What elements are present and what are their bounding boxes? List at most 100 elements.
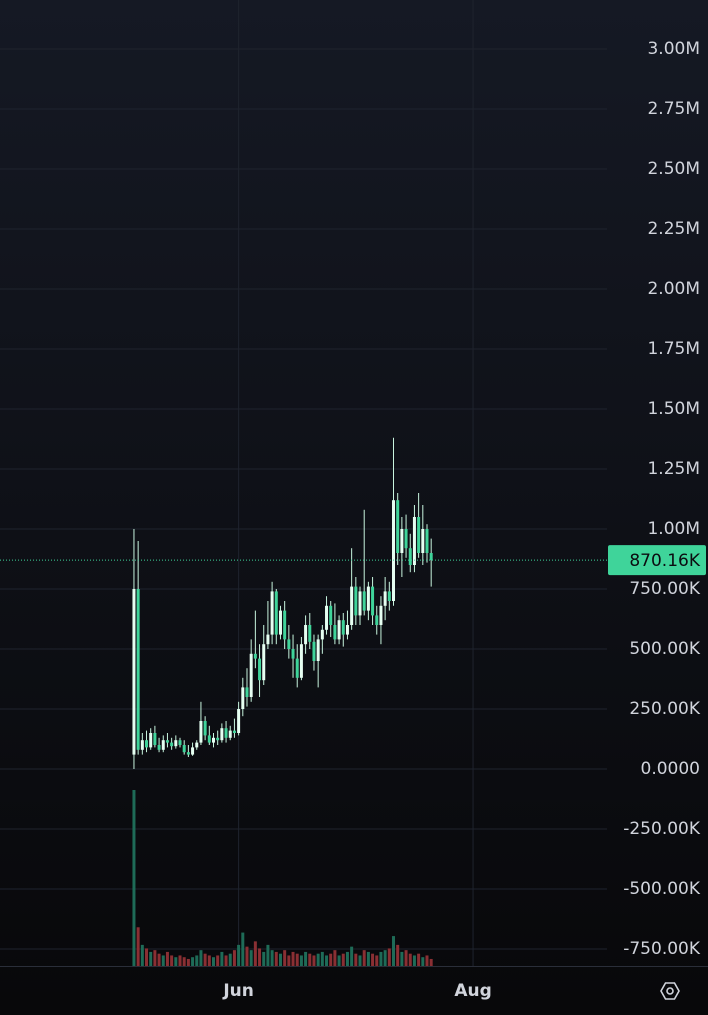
volume-bar (371, 953, 375, 966)
y-tick-label: 750.00K (629, 579, 700, 599)
volume-bar (421, 957, 425, 966)
volume-bar (337, 955, 341, 966)
volume-bar (228, 953, 232, 966)
volume-bar (287, 955, 291, 966)
candle-body (220, 728, 224, 741)
candle-body (253, 653, 257, 659)
candle-body (304, 625, 308, 645)
volume-bar (278, 953, 282, 966)
candle-body (237, 709, 241, 734)
x-tick-label: Aug (454, 981, 491, 1001)
volume-bar (329, 953, 333, 966)
last-price-label: 870.16K (629, 551, 700, 571)
volume-bar (379, 951, 383, 966)
candle-body (178, 740, 182, 746)
candle-body (396, 500, 400, 554)
candle-body (132, 589, 136, 755)
candle-body (203, 721, 207, 736)
candle-body (329, 605, 333, 626)
y-tick-label: 1.75M (647, 339, 700, 359)
volume-bar (191, 957, 195, 966)
volume-bar (358, 955, 362, 966)
volume-bar (182, 957, 186, 966)
volume-bar (274, 951, 278, 966)
candle-body (228, 730, 232, 738)
y-tick-label: 1.00M (647, 519, 700, 539)
volume-bar (174, 957, 178, 966)
candle-body (283, 610, 287, 640)
candle-body (362, 591, 366, 611)
volume-bar (211, 957, 215, 966)
volume-bar (299, 955, 303, 966)
candle-body (270, 591, 274, 635)
candle-body (417, 517, 421, 554)
candle-body (211, 737, 215, 743)
candle-body (157, 745, 161, 750)
candle-body (224, 728, 228, 738)
volume-bar (140, 944, 144, 966)
candle-body (387, 591, 391, 602)
volume-bar (266, 944, 270, 966)
volume-bar (249, 950, 253, 966)
volume-bar (216, 955, 220, 966)
candle-body (182, 745, 186, 753)
candle-body (149, 733, 153, 748)
volume-bar (258, 948, 262, 966)
volume-bar (153, 950, 157, 966)
y-tick-label: -500.00K (623, 879, 701, 899)
volume-bar (417, 953, 421, 966)
volume-bar (408, 953, 412, 966)
volume-bar (316, 953, 320, 966)
candle-body (333, 625, 337, 640)
volume-bar (170, 955, 174, 966)
volume-bar (232, 950, 236, 966)
axis-labels: 3.00M 2.75M 2.50M 2.25M 2.00M 1.75M 1.50M 1.25M… (222, 39, 706, 1001)
volume-bar (136, 927, 140, 966)
volume-bar (308, 953, 312, 966)
candle-body (421, 529, 425, 554)
candle-body (258, 658, 262, 681)
candle-body (379, 605, 383, 626)
candle-body (337, 620, 341, 640)
volume-bar (270, 950, 274, 966)
candle-body (278, 610, 282, 635)
last-price-box (608, 545, 706, 576)
candle-body (165, 740, 169, 743)
volume-bar (241, 932, 245, 966)
volume-bar (145, 948, 149, 966)
volume-bar (333, 950, 337, 966)
candle-body (371, 586, 375, 616)
candle-body (316, 639, 320, 662)
candle-body (366, 586, 370, 611)
candle-body (341, 620, 345, 635)
candle-body (358, 591, 362, 616)
candle-body (274, 591, 278, 635)
volume-bar (186, 958, 190, 966)
candle-body (375, 615, 379, 626)
volume-bar (178, 955, 182, 966)
candle-body (299, 644, 303, 678)
candle-body (207, 735, 211, 743)
volume-bar (262, 951, 266, 966)
volume-bar (392, 936, 396, 966)
volume-bar (350, 946, 354, 966)
y-tick-label: 2.00M (647, 279, 700, 299)
candle-body (186, 752, 190, 755)
volume-bar (325, 955, 329, 966)
settings-button[interactable] (660, 982, 680, 1000)
volume-bar (161, 955, 165, 966)
candle-body (383, 591, 387, 606)
candle-body (249, 653, 253, 698)
volume-bar (237, 944, 241, 966)
candle-body (392, 500, 396, 602)
y-tick-label: 2.75M (647, 99, 700, 119)
y-tick-label: 0.0000 (641, 759, 700, 779)
candle-body (245, 687, 249, 698)
volume-bar (149, 951, 153, 966)
y-tick-label: 3.00M (647, 39, 700, 59)
volume-bar (412, 955, 416, 966)
volume-bar (203, 953, 207, 966)
candle-body (195, 742, 199, 748)
